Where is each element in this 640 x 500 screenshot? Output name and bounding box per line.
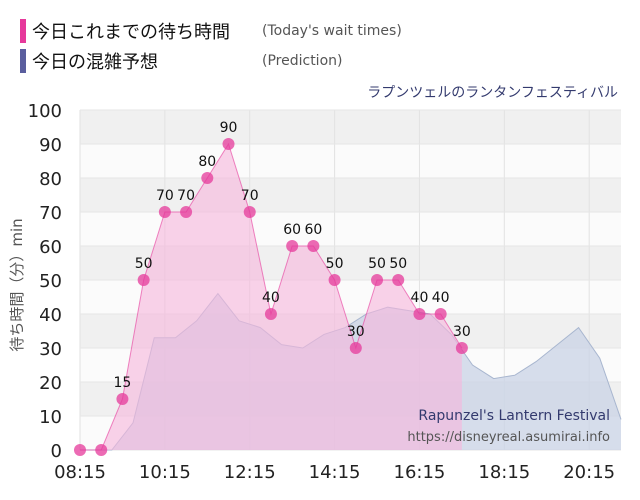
data-label: 70: [177, 188, 195, 204]
data-label: 40: [411, 290, 429, 306]
y-tick-label: 50: [39, 271, 62, 292]
legend-today: 今日これまでの待ち時間 (Today's wait times): [20, 18, 402, 44]
x-tick-label: 20:15: [563, 462, 615, 483]
today-point: [349, 342, 362, 354]
today-point: [307, 240, 320, 252]
legend-today-swatch: [20, 19, 26, 43]
y-tick-label: 70: [39, 203, 62, 224]
data-label: 30: [347, 324, 365, 340]
today-point: [243, 206, 256, 218]
y-tick-label: 0: [51, 441, 62, 462]
data-label: 50: [389, 256, 407, 272]
watermark-url: https://disneyreal.asumirai.info: [407, 430, 610, 445]
y-axis-ticks: 0 10 20 30 40 50 60 70 80 90 100: [28, 101, 62, 462]
today-point: [371, 274, 384, 286]
today-point: [264, 308, 277, 320]
legend-today-label: 今日これまでの待ち時間: [32, 22, 230, 43]
today-point: [328, 274, 341, 286]
today-point: [434, 308, 447, 320]
x-tick-label: 18:15: [478, 462, 530, 483]
today-point: [158, 206, 171, 218]
today-point: [286, 240, 299, 252]
data-label: 30: [453, 324, 471, 340]
today-area: [80, 144, 462, 450]
x-tick-label: 16:15: [394, 462, 446, 483]
grid-band: [80, 110, 621, 144]
data-label: 60: [283, 222, 301, 238]
y-tick-label: 100: [28, 101, 62, 122]
today-point: [201, 172, 214, 184]
y-axis-label: 待ち時間（分）min: [8, 218, 26, 351]
x-tick-label: 12:15: [224, 462, 276, 483]
today-point: [74, 444, 86, 456]
data-label: 40: [432, 290, 450, 306]
data-label: 80: [198, 154, 216, 170]
y-tick-label: 30: [39, 339, 62, 360]
y-tick-label: 20: [39, 373, 62, 394]
legend-prediction: 今日の混雑予想 (Prediction): [20, 48, 342, 74]
legend-prediction-label: 今日の混雑予想: [32, 52, 158, 73]
data-label: 70: [241, 188, 259, 204]
today-point: [222, 138, 235, 150]
y-tick-label: 80: [39, 169, 62, 190]
data-label: 90: [220, 120, 238, 136]
legend-prediction-sub: (Prediction): [262, 53, 343, 69]
y-tick-label: 90: [39, 135, 62, 156]
legend-today-sub: (Today's wait times): [262, 23, 402, 39]
y-tick-label: 40: [39, 305, 62, 326]
attraction-name: ラプンツェルのランタンフェスティバル: [367, 85, 618, 101]
data-label: 50: [368, 256, 386, 272]
data-label: 40: [262, 290, 280, 306]
x-tick-label: 08:15: [54, 462, 106, 483]
today-point: [455, 342, 468, 354]
data-label: 70: [156, 188, 174, 204]
data-label: 50: [135, 256, 153, 272]
data-label: 60: [304, 222, 322, 238]
today-point: [413, 308, 426, 320]
grid-band: [80, 178, 621, 212]
data-label: 15: [114, 375, 132, 391]
today-point: [137, 274, 150, 286]
x-tick-label: 10:15: [139, 462, 191, 483]
today-point: [116, 393, 129, 405]
y-tick-label: 10: [39, 407, 62, 428]
watermark-name: Rapunzel's Lantern Festival: [418, 408, 610, 424]
grid-band: [80, 144, 621, 178]
y-tick-label: 60: [39, 237, 62, 258]
x-axis-ticks: 08:15 10:15 12:15 14:15 16:15 18:15 20:15: [54, 462, 615, 483]
data-label: 50: [326, 256, 344, 272]
today-point: [95, 444, 108, 456]
today-points: [74, 138, 468, 456]
today-point: [392, 274, 405, 286]
x-tick-label: 14:15: [309, 462, 361, 483]
legend-prediction-swatch: [20, 49, 26, 73]
today-point: [180, 206, 193, 218]
